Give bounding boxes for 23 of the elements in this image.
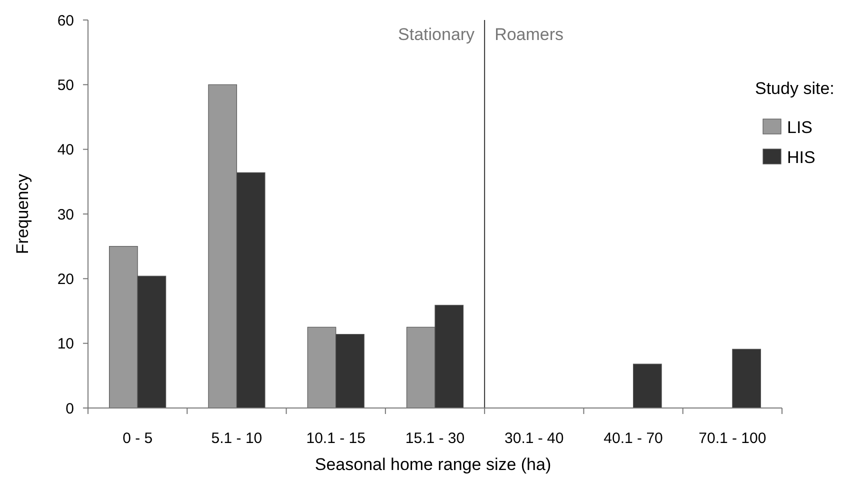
x-tick-label: 30.1 - 40 (504, 430, 564, 447)
x-tick-label: 5.1 - 10 (211, 430, 262, 447)
x-tick-label: 15.1 - 30 (405, 430, 465, 447)
legend-label: HIS (787, 148, 816, 167)
annotation: Stationary (398, 25, 476, 44)
legend-title: Study site: (755, 79, 834, 98)
legend-label: LIS (787, 118, 813, 137)
annotation: Roamers (494, 25, 564, 44)
y-tick-label: 50 (57, 76, 74, 94)
x-tick-label: 70.1 - 100 (698, 430, 766, 447)
y-tick-label: 30 (57, 206, 74, 224)
y-tick-label: 40 (57, 142, 74, 159)
x-tick-label: 0 - 5 (122, 430, 153, 447)
x-tick-label: 10.1 - 15 (306, 430, 366, 447)
x-axis-title: Seasonal home range size (ha) (314, 455, 552, 474)
y-tick-label: 20 (57, 270, 74, 288)
y-tick-label: 0 (66, 400, 74, 418)
y-tick-label: 60 (57, 12, 74, 30)
x-tick-label: 40.1 - 70 (604, 430, 663, 447)
y-tick-label: 10 (57, 336, 74, 353)
bar (632, 364, 662, 408)
bar (732, 348, 761, 408)
y-axis-title: Frequency (13, 173, 32, 254)
